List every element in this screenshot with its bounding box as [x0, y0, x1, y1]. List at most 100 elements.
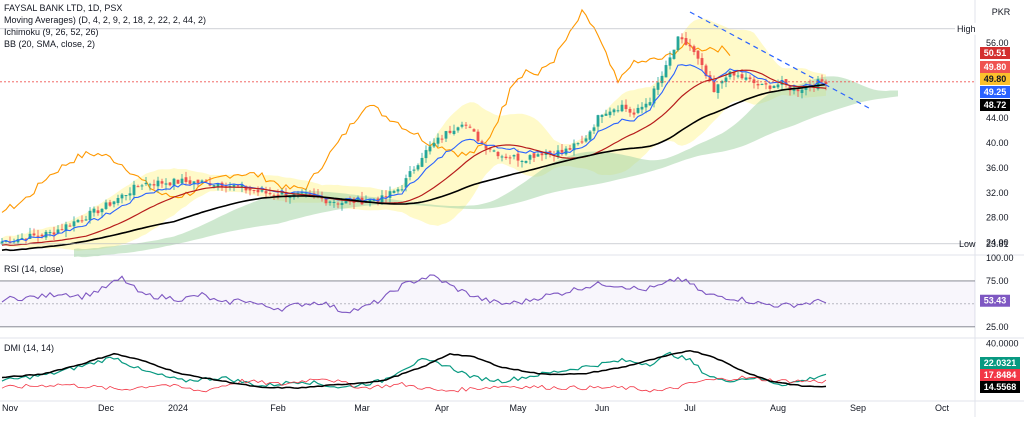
dmi-value-label: 17.8484: [984, 370, 1017, 380]
candle-body: [340, 202, 344, 205]
ichimoku-cloud-segment: [294, 191, 298, 220]
ichimoku-cloud-segment: [586, 151, 590, 187]
candle-body: [452, 130, 456, 134]
candle-body: [796, 89, 800, 92]
ichimoku-cloud-segment: [698, 142, 702, 157]
ichimoku-cloud-segment: [654, 160, 658, 171]
candle-body: [96, 210, 100, 214]
ichimoku-cloud-segment: [266, 196, 270, 226]
ichimoku-cloud-segment: [194, 227, 198, 241]
bollinger-basis-line: [1, 64, 827, 243]
candle-body: [192, 181, 196, 185]
ichimoku-cloud-segment: [534, 172, 538, 198]
ichimoku-cloud-segment: [202, 223, 206, 239]
candle-body: [404, 178, 408, 188]
ichimoku-cloud-segment: [478, 204, 482, 210]
candle-body: [736, 75, 740, 77]
ichimoku-cloud-segment: [538, 169, 542, 197]
ichimoku-cloud-segment: [782, 87, 786, 130]
ichimoku-cloud-segment: [862, 85, 866, 103]
candle-body: [284, 192, 288, 198]
candle-body: [344, 200, 348, 204]
ichimoku-cloud-segment: [878, 90, 882, 100]
candle-body: [268, 193, 272, 195]
candle-body: [696, 50, 700, 59]
high-label: High: [957, 24, 976, 34]
ichimoku-cloud-segment: [270, 195, 274, 225]
candle-body: [508, 157, 512, 159]
candle-body: [308, 193, 312, 195]
ichimoku-cloud-segment: [250, 201, 254, 228]
candle-body: [640, 106, 644, 110]
ichimoku-legend[interactable]: Ichimoku (9, 26, 52, 26): [4, 27, 99, 37]
ichimoku-cloud-segment: [630, 156, 634, 177]
candle-body: [544, 152, 548, 155]
symbol-title[interactable]: FAYSAL BANK LTD, 1D, PSX: [4, 3, 123, 13]
dmi-value-tag-bg: [980, 381, 1020, 393]
candle-body: [32, 233, 36, 236]
candle-body: [620, 104, 624, 112]
ma-legend[interactable]: Moving Averages) (D, 4, 2, 9, 2, 18, 2, …: [4, 15, 206, 25]
candle-body: [416, 165, 420, 170]
candle-body: [712, 81, 716, 93]
ichimoku-cloud-segment: [430, 204, 434, 207]
ichimoku-cloud-segment: [470, 205, 474, 210]
ichimoku-cloud-segment: [98, 247, 102, 257]
candle-body: [160, 181, 164, 184]
ichimoku-cloud-segment: [106, 246, 110, 255]
ichimoku-cloud-segment: [642, 159, 646, 174]
ichimoku-cloud-segment: [578, 152, 582, 188]
rsi-line: [1, 274, 827, 314]
ichimoku-cloud-segment: [486, 201, 490, 209]
candle-body: [776, 84, 780, 88]
price-axis-tick-label: 32.00: [986, 188, 1009, 198]
ichimoku-cloud-segment: [702, 141, 706, 156]
time-axis-tick-label: Aug: [770, 403, 786, 413]
candle-body: [428, 146, 432, 152]
ichimoku-cloud-segment: [166, 237, 170, 247]
ichimoku-cloud-segment: [462, 205, 466, 209]
candle-body: [36, 235, 40, 237]
ichimoku-cloud-segment: [854, 81, 858, 105]
candle-body: [448, 130, 452, 133]
dmi-legend[interactable]: DMI (14, 14): [4, 343, 55, 353]
time-axis-tick-label: Oct: [935, 403, 950, 413]
ichimoku-cloud-segment: [318, 191, 322, 214]
ichimoku-cloud-segment: [262, 197, 266, 226]
ichimoku-cloud-segment: [614, 153, 618, 181]
ichimoku-cloud-segment: [714, 135, 718, 154]
rsi-value-tag-bg: [980, 294, 1010, 307]
ichimoku-cloud-segment: [158, 239, 162, 249]
ichimoku-cloud-segment: [490, 200, 494, 209]
candle-body: [524, 160, 528, 163]
candle-body: [148, 184, 152, 186]
candle-body: [204, 180, 208, 182]
candle-body: [100, 208, 104, 213]
ichimoku-cloud-segment: [282, 193, 286, 223]
ichimoku-cloud-segment: [278, 193, 282, 224]
time-axis-tick-label: Jul: [684, 403, 696, 413]
candle-body: [164, 183, 168, 185]
candle-body: [668, 57, 672, 66]
candle-body: [616, 110, 620, 112]
ichimoku-cloud-segment: [286, 192, 290, 222]
time-axis-tick-label: Dec: [98, 403, 115, 413]
ichimoku-cloud-segment: [78, 248, 82, 258]
rsi-legend[interactable]: RSI (14, close): [4, 264, 64, 274]
ichimoku-cloud-segment: [114, 245, 118, 255]
candle-body: [392, 190, 396, 193]
bb-legend[interactable]: BB (20, SMA, close, 2): [4, 39, 96, 49]
ichimoku-cloud-segment: [146, 241, 150, 251]
ichimoku-cloud-segment: [726, 128, 730, 151]
candle-body: [424, 150, 428, 159]
ichimoku-cloud-segment: [302, 191, 306, 218]
price-axis-tick-label: 40.00: [986, 138, 1009, 148]
candle-body: [536, 154, 540, 157]
ichimoku-cloud-segment: [742, 114, 746, 147]
ichimoku-cloud-segment: [894, 90, 898, 97]
ichimoku-cloud-segment: [138, 242, 142, 252]
dmi-line-1: [1, 375, 827, 393]
ichimoku-cloud-segment: [526, 178, 530, 201]
candle-body: [112, 201, 116, 205]
